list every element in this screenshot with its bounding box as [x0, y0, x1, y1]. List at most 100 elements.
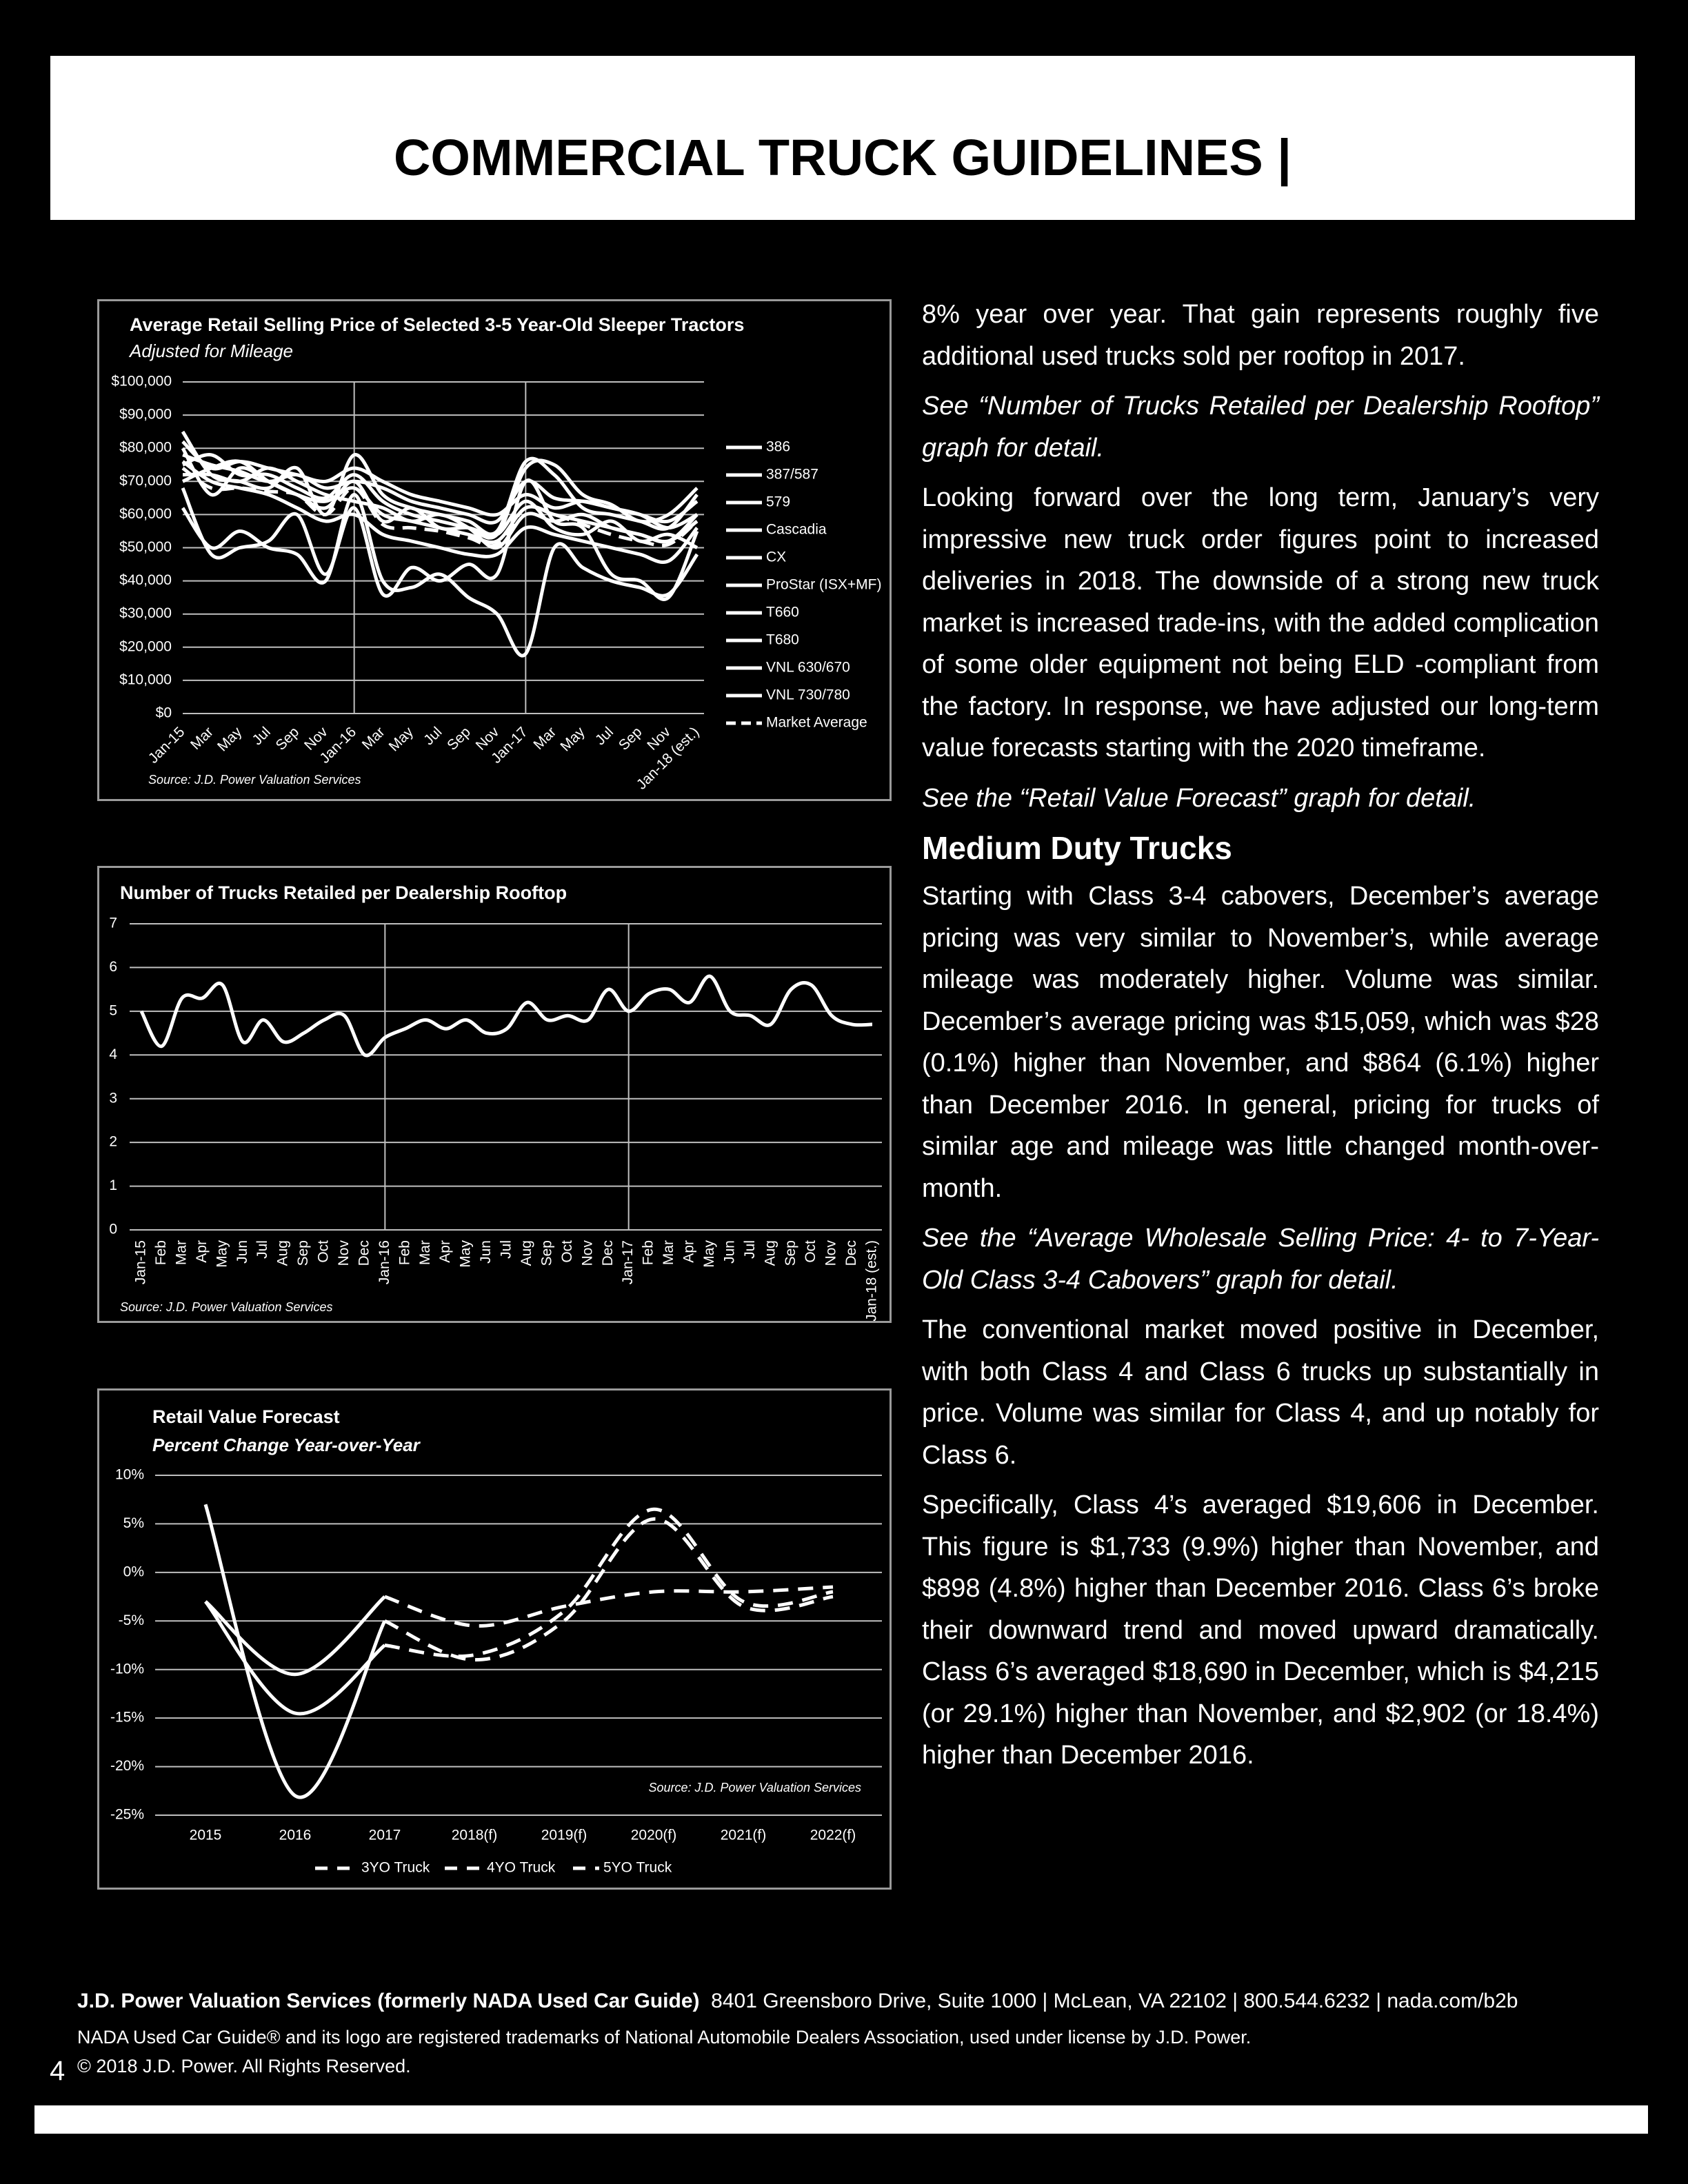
- x-tick-label: 2018(f): [452, 1828, 498, 1843]
- y-tick-label: $70,000: [119, 473, 172, 489]
- legend-label: VNL 630/670: [766, 660, 850, 676]
- legend-label: Market Average: [766, 715, 867, 731]
- x-tick-label: May: [386, 724, 417, 755]
- trademark: NADA Used Car Guide® and its logo are re…: [77, 2027, 1252, 2048]
- legend-label: VNL 730/780: [766, 687, 850, 703]
- y-tick-label: 2: [109, 1134, 117, 1150]
- x-tick-label: 2015: [190, 1828, 222, 1843]
- chart-subtitle: Percent Change Year-over-Year: [152, 1435, 421, 1455]
- x-tick-label: Jul: [254, 1240, 270, 1259]
- x-tick-label: Dec: [356, 1240, 372, 1266]
- x-tick-label: Oct: [803, 1240, 818, 1263]
- x-tick-label: Nov: [336, 1240, 352, 1266]
- y-tick-label: -5%: [119, 1612, 144, 1628]
- paragraph: The conventional market moved positive i…: [922, 1315, 1599, 1470]
- x-tick-label: Jan-18 (est.): [864, 1240, 880, 1322]
- x-tick-label: May: [701, 1240, 717, 1268]
- y-tick-label: $40,000: [119, 572, 172, 588]
- section-heading: Medium Duty Trucks: [922, 830, 1232, 866]
- x-tick-label: May: [557, 724, 588, 755]
- series-forecast: [383, 1517, 834, 1662]
- x-tick-label: Feb: [396, 1240, 412, 1265]
- legend-label: Cascadia: [766, 522, 827, 538]
- series-line: [204, 1600, 386, 1716]
- x-tick-label: Jan-15: [133, 1240, 149, 1284]
- series-line: [139, 974, 873, 1058]
- page-number: 4: [50, 2056, 66, 2086]
- y-tick-label: $90,000: [119, 407, 172, 423]
- legend-label: 3YO Truck: [361, 1860, 430, 1876]
- x-tick-label: Oct: [316, 1240, 332, 1263]
- chart-title: Retail Value Forecast: [152, 1406, 340, 1427]
- y-tick-label: $60,000: [119, 506, 172, 522]
- x-tick-label: May: [214, 1240, 230, 1268]
- chart-subtitle: Adjusted for Mileage: [128, 341, 293, 361]
- paragraph: See “Number of Trucks Retailed per Deale…: [922, 392, 1599, 463]
- x-tick-label: Jun: [721, 1240, 737, 1264]
- footer-line: J.D. Power Valuation Services (formerly …: [77, 1990, 1518, 2013]
- chart-source: Source: J.D. Power Valuation Services: [120, 1300, 332, 1314]
- y-tick-label: 0%: [123, 1564, 144, 1579]
- x-tick-label: 2020(f): [631, 1828, 677, 1843]
- x-tick-label: Feb: [641, 1240, 656, 1265]
- x-tick-label: Apr: [194, 1240, 210, 1263]
- series-line: [181, 430, 699, 536]
- x-tick-label: Aug: [762, 1240, 778, 1266]
- x-tick-label: Oct: [559, 1240, 575, 1263]
- y-tick-label: $20,000: [119, 638, 172, 654]
- x-tick-label: Dec: [600, 1240, 616, 1266]
- chart-title: Number of Trucks Retailed per Dealership…: [120, 882, 567, 903]
- x-tick-label: Jan-15: [145, 724, 188, 767]
- x-tick-label: Dec: [843, 1240, 859, 1266]
- y-tick-label: 6: [109, 959, 117, 975]
- copyright: © 2018 J.D. Power. All Rights Reserved.: [77, 2056, 411, 2076]
- series-line: [204, 1595, 386, 1677]
- organization: J.D. Power Valuation Services (formerly …: [77, 1990, 700, 2012]
- y-tick-label: 10%: [115, 1467, 144, 1483]
- x-tick-label: Feb: [153, 1240, 169, 1265]
- header: COMMERCIAL TRUCK GUIDELINES |: [50, 56, 1635, 220]
- chart-source: Source: J.D. Power Valuation Services: [148, 773, 361, 787]
- y-tick-label: 4: [109, 1046, 117, 1062]
- x-tick-label: May: [214, 724, 245, 755]
- y-tick-label: $100,000: [111, 374, 172, 390]
- x-tick-label: Jul: [250, 724, 274, 748]
- legend-label: ProStar (ISX+MF): [766, 577, 881, 593]
- x-tick-label: Jun: [478, 1240, 494, 1264]
- series-line: [182, 453, 699, 540]
- x-tick-label: 2016: [279, 1828, 312, 1843]
- legend-label: 579: [766, 494, 790, 510]
- y-tick-label: -20%: [110, 1758, 144, 1774]
- y-tick-label: 3: [109, 1090, 117, 1106]
- x-tick-label: Mar: [173, 1240, 189, 1265]
- y-tick-label: $30,000: [119, 605, 172, 621]
- x-tick-label: Nov: [823, 1240, 839, 1266]
- y-tick-label: 0: [109, 1222, 117, 1237]
- x-tick-label: Mar: [530, 724, 559, 753]
- x-tick-label: Mar: [661, 1240, 676, 1265]
- series-line: [181, 493, 699, 658]
- series-line: [181, 447, 699, 549]
- x-tick-label: 2019(f): [541, 1828, 587, 1843]
- chart-trucks: Number of Trucks Retailed per Dealership…: [97, 866, 892, 1323]
- x-tick-label: 2022(f): [810, 1828, 856, 1843]
- legend-label: 4YO Truck: [487, 1860, 556, 1876]
- x-tick-label: Sep: [444, 724, 474, 754]
- y-tick-label: 7: [109, 916, 117, 931]
- paragraph: See the “Average Wholesale Selling Price…: [922, 1224, 1599, 1295]
- legend-label: 5YO Truck: [603, 1860, 672, 1876]
- y-tick-label: -10%: [110, 1661, 144, 1677]
- y-tick-label: 5: [109, 1002, 117, 1018]
- page-title: COMMERCIAL TRUCK GUIDELINES |: [393, 129, 1292, 186]
- x-tick-label: Aug: [519, 1240, 534, 1266]
- legend-label: 386: [766, 439, 790, 455]
- y-tick-label: 1: [109, 1177, 117, 1193]
- x-tick-label: Jan-17: [620, 1240, 636, 1284]
- x-tick-label: Jan-16: [376, 1240, 392, 1284]
- legend-label: CX: [766, 549, 786, 565]
- x-tick-label: Sep: [273, 724, 303, 754]
- y-tick-label: 5%: [123, 1515, 144, 1531]
- series-forecast: [384, 1507, 834, 1659]
- x-tick-label: Jul: [742, 1240, 758, 1259]
